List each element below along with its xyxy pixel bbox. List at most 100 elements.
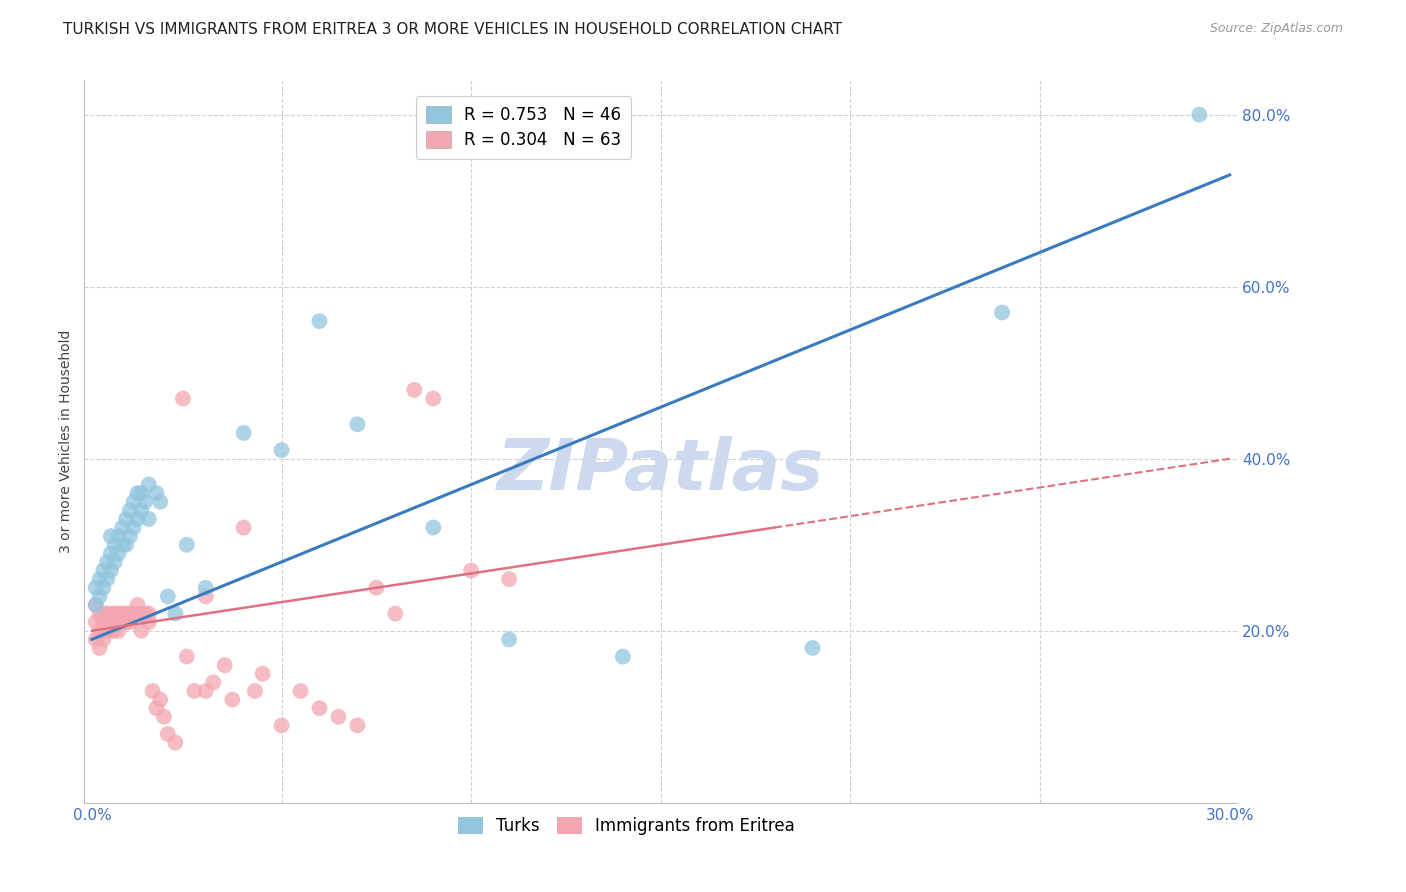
Point [328, 710, 350, 724]
Point [290, 684, 312, 698]
Point [84, 581, 107, 595]
Point [100, 564, 122, 578]
Point [122, 607, 145, 621]
Point [89, 590, 111, 604]
Point [270, 718, 292, 732]
Point [612, 649, 634, 664]
Point [104, 624, 127, 638]
Point [107, 624, 129, 638]
Point [107, 529, 129, 543]
Point [100, 615, 122, 630]
Point [118, 615, 141, 630]
Point [991, 305, 1014, 319]
Point [84, 598, 107, 612]
Point [801, 640, 824, 655]
Point [172, 392, 194, 406]
Point [118, 503, 141, 517]
Point [460, 564, 482, 578]
Point [96, 624, 118, 638]
Point [127, 512, 149, 526]
Point [107, 615, 129, 630]
Point [89, 640, 111, 655]
Point [122, 520, 145, 534]
Point [214, 658, 236, 673]
Point [91, 564, 114, 578]
Point [165, 735, 187, 749]
Point [194, 684, 217, 698]
Point [498, 632, 520, 647]
Point [91, 632, 114, 647]
Point [107, 546, 129, 560]
Point [118, 607, 141, 621]
Point [138, 477, 160, 491]
Legend: Turks, Immigrants from Eritrea: Turks, Immigrants from Eritrea [451, 810, 801, 841]
Point [104, 555, 127, 569]
Point [100, 546, 122, 560]
Point [107, 607, 129, 621]
Point [134, 494, 156, 508]
Point [252, 666, 274, 681]
Point [127, 607, 149, 621]
Point [100, 529, 122, 543]
Point [129, 624, 152, 638]
Point [111, 607, 134, 621]
Point [122, 494, 145, 508]
Point [194, 581, 217, 595]
Point [89, 624, 111, 638]
Point [176, 649, 198, 664]
Point [366, 581, 388, 595]
Point [91, 615, 114, 630]
Point [96, 572, 118, 586]
Point [127, 486, 149, 500]
Point [308, 314, 330, 328]
Point [384, 607, 406, 621]
Point [404, 383, 426, 397]
Point [232, 520, 254, 534]
Point [100, 607, 122, 621]
Point [89, 572, 111, 586]
Point [346, 417, 368, 432]
Point [115, 512, 138, 526]
Point [91, 581, 114, 595]
Y-axis label: 3 or more Vehicles in Household: 3 or more Vehicles in Household [59, 330, 73, 553]
Point [422, 520, 444, 534]
Point [202, 675, 225, 690]
Point [96, 555, 118, 569]
Point [221, 692, 243, 706]
Point [176, 538, 198, 552]
Point [194, 590, 217, 604]
Point [115, 538, 138, 552]
Point [115, 607, 138, 621]
Point [149, 494, 172, 508]
Point [165, 607, 187, 621]
Point [153, 710, 176, 724]
Point [104, 538, 127, 552]
Point [156, 727, 179, 741]
Point [111, 538, 134, 552]
Point [138, 615, 160, 630]
Point [96, 607, 118, 621]
Point [104, 615, 127, 630]
Point [115, 615, 138, 630]
Point [104, 607, 127, 621]
Text: TURKISH VS IMMIGRANTS FROM ERITREA 3 OR MORE VEHICLES IN HOUSEHOLD CORRELATION C: TURKISH VS IMMIGRANTS FROM ERITREA 3 OR … [63, 22, 842, 37]
Point [1188, 108, 1211, 122]
Point [422, 392, 444, 406]
Point [138, 512, 160, 526]
Text: Source: ZipAtlas.com: Source: ZipAtlas.com [1209, 22, 1343, 36]
Point [183, 684, 205, 698]
Point [129, 503, 152, 517]
Point [118, 529, 141, 543]
Point [149, 692, 172, 706]
Point [142, 684, 165, 698]
Point [100, 624, 122, 638]
Point [91, 607, 114, 621]
Point [129, 607, 152, 621]
Point [111, 520, 134, 534]
Point [232, 425, 254, 440]
Point [243, 684, 266, 698]
Text: ZIPatlas: ZIPatlas [498, 436, 824, 505]
Point [308, 701, 330, 715]
Point [84, 615, 107, 630]
Point [134, 607, 156, 621]
